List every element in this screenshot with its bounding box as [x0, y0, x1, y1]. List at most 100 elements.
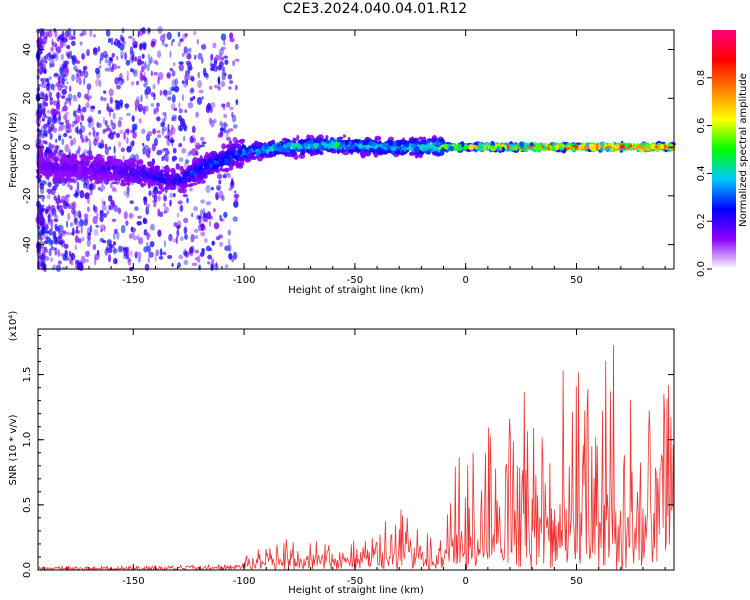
heatmap-ridge-cell — [292, 145, 297, 149]
heatmap-noise-cell — [75, 259, 80, 264]
heatmap-noise-cell — [87, 235, 91, 241]
heatmap-noise-cell — [115, 132, 120, 138]
heatmap-ridge-cell — [296, 143, 302, 150]
heatmap-ridge-cell — [142, 177, 146, 183]
heatmap-noise-cell — [140, 94, 143, 103]
heatmap-noise-cell — [41, 132, 45, 139]
heatmap-noise-cell — [59, 39, 64, 49]
heatmap-noise-cell — [52, 144, 55, 149]
heatmap-noise-cell — [50, 83, 55, 91]
heatmap-noise-cell — [39, 221, 43, 226]
snr-x-tick-label: -150 — [122, 576, 145, 587]
heatmap-ridge-cell — [606, 147, 611, 151]
heatmap-noise-cell — [79, 125, 86, 133]
heatmap-noise-cell — [44, 208, 49, 214]
heatmap-ridge-cell — [319, 150, 323, 155]
heatmap-noise-cell — [163, 153, 169, 162]
heatmap-noise-cell — [81, 53, 86, 60]
heatmap-noise-cell — [148, 57, 151, 66]
heatmap-noise-cell — [51, 208, 57, 215]
heatmap-noise-cell — [90, 118, 95, 128]
heatmap-ridge-cell — [226, 156, 231, 159]
heatmap-noise-cell — [167, 255, 173, 259]
heatmap-noise-cell — [220, 80, 226, 88]
heatmap-ridge-cell — [251, 145, 258, 151]
heatmap-ridge-cell — [391, 147, 397, 152]
heatmap-noise-cell — [172, 62, 176, 67]
heatmap-ridge-cell — [650, 144, 656, 150]
heatmap-ridge-cell — [177, 187, 185, 194]
heatmap-ridge-cell — [496, 146, 500, 152]
heatmap-x-tick-label: -100 — [233, 275, 256, 286]
heatmap-ridge-cell — [128, 176, 134, 181]
snr-y-tick-label: 1.0 — [22, 432, 33, 448]
heatmap-noise-cell — [230, 255, 235, 263]
heatmap-noise-cell — [76, 181, 80, 191]
heatmap-noise-cell — [194, 142, 201, 151]
heatmap-ridge-cell — [619, 144, 623, 149]
heatmap-noise-cell — [85, 259, 89, 263]
heatmap-noise-cell — [45, 230, 50, 234]
heatmap-noise-cell — [79, 121, 83, 126]
heatmap-noise-cell — [62, 77, 68, 82]
heatmap-noise-cell — [169, 50, 172, 59]
heatmap-noise-cell — [149, 241, 155, 248]
heatmap-noise-cell — [215, 262, 218, 270]
heatmap-ridge-cell — [358, 143, 362, 150]
heatmap-noise-cell — [60, 195, 67, 201]
heatmap-noise-cell — [143, 196, 148, 202]
heatmap-ridge-cell — [181, 178, 187, 185]
heatmap-noise-cell — [166, 72, 171, 78]
heatmap-noise-cell — [137, 59, 142, 66]
heatmap-noise-cell — [111, 122, 116, 130]
heatmap-noise-cell — [184, 159, 190, 165]
heatmap-noise-cell — [59, 122, 64, 131]
heatmap-noise-cell — [233, 193, 240, 199]
heatmap-noise-cell — [189, 97, 194, 102]
heatmap-noise-cell — [130, 68, 134, 73]
heatmap-noise-cell — [100, 96, 104, 101]
heatmap-noise-cell — [55, 198, 61, 205]
colorbar-tick-label: 0.4 — [696, 165, 707, 181]
heatmap-noise-cell — [154, 137, 158, 147]
heatmap-y-tick-label: 20 — [22, 92, 33, 105]
heatmap-noise-cell — [111, 218, 117, 222]
heatmap-noise-cell — [52, 230, 57, 239]
heatmap-ridge-cell — [303, 142, 307, 149]
heatmap-noise-cell — [78, 78, 82, 86]
heatmap-noise-cell — [187, 69, 191, 74]
heatmap-ridge-cell — [108, 158, 113, 163]
heatmap-ridge-cell — [102, 166, 106, 171]
heatmap-noise-cell — [199, 144, 205, 148]
heatmap-noise-cell — [56, 206, 61, 211]
heatmap-noise-cell — [122, 155, 125, 160]
heatmap-noise-cell — [38, 195, 42, 199]
heatmap-noise-cell — [219, 121, 223, 127]
heatmap-noise-cell — [153, 108, 156, 115]
heatmap-noise-cell — [68, 135, 72, 139]
heatmap-noise-cell — [207, 254, 213, 260]
heatmap-noise-cell — [189, 88, 195, 94]
heatmap-noise-cell — [91, 126, 95, 131]
heatmap-noise-cell — [43, 140, 48, 144]
snr-x-label: Height of straight line (km) — [288, 585, 424, 596]
heatmap-noise-cell — [41, 77, 44, 86]
heatmap-noise-cell — [39, 212, 43, 221]
heatmap-ridge-cell — [95, 175, 102, 181]
heatmap-ridge-cell — [228, 164, 234, 171]
heatmap-noise-cell — [41, 81, 47, 89]
heatmap-noise-cell — [88, 132, 92, 136]
heatmap-noise-cell — [97, 187, 101, 191]
heatmap-noise-cell — [102, 50, 108, 59]
heatmap-noise-cell — [64, 119, 70, 124]
heatmap-noise-cell — [77, 145, 81, 153]
heatmap-noise-cell — [74, 127, 79, 133]
heatmap-noise-cell — [126, 145, 132, 153]
heatmap-ridge-cell — [230, 157, 234, 162]
heatmap-noise-cell — [39, 209, 44, 214]
heatmap-ridge-cell — [554, 144, 560, 151]
heatmap-noise-cell — [153, 59, 159, 65]
heatmap-ridge-cell — [40, 150, 44, 158]
heatmap-noise-cell — [86, 206, 90, 212]
heatmap-noise-cell — [119, 43, 125, 51]
